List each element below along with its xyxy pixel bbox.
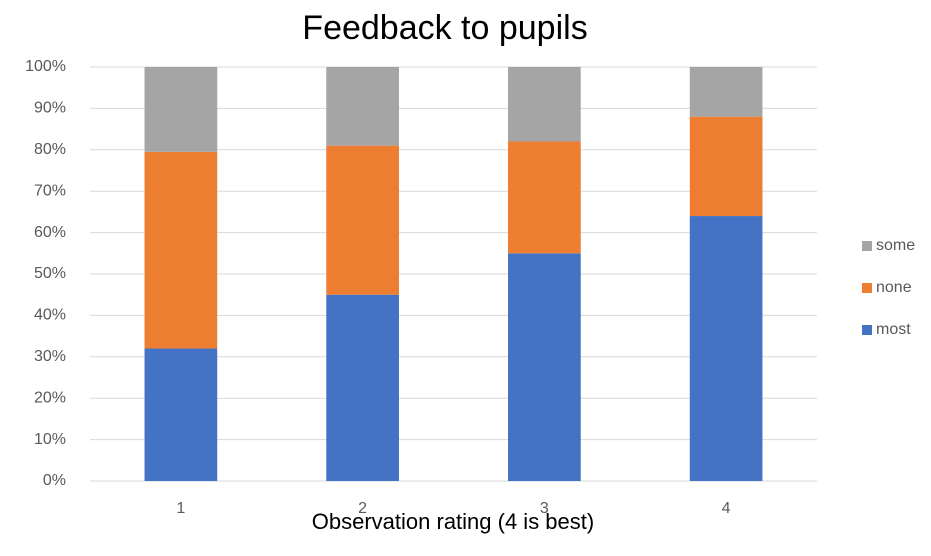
legend-swatch (862, 241, 872, 251)
y-tick-label: 100% (25, 58, 66, 75)
y-tick-label: 40% (34, 307, 66, 324)
y-tick-label: 50% (34, 265, 66, 282)
bar-segment (144, 67, 218, 152)
bar-segment (689, 116, 763, 217)
y-tick-label: 10% (34, 431, 66, 448)
x-axis-title: Observation rating (4 is best) (312, 509, 594, 534)
bar-segment (326, 294, 399, 481)
legend-label: some (876, 237, 915, 254)
bar-segment (326, 67, 399, 146)
x-tick-label: 4 (722, 500, 731, 517)
y-tick-label: 80% (34, 141, 66, 158)
y-tick-label: 70% (34, 182, 66, 199)
bar-segment (508, 253, 581, 481)
x-tick-label: 2 (358, 500, 367, 517)
y-tick-label: 20% (34, 389, 66, 406)
x-tick-label: 1 (176, 500, 185, 517)
chart-title: Feedback to pupils (302, 9, 587, 47)
legend-swatch (862, 325, 872, 335)
bar-segment (689, 67, 763, 117)
legend-label: most (876, 321, 911, 338)
y-tick-label: 0% (43, 472, 66, 489)
legend-swatch (862, 283, 872, 293)
y-tick-label: 30% (34, 348, 66, 365)
bar-segment (689, 216, 763, 482)
bar-segment (508, 67, 581, 142)
bar-segment (144, 151, 218, 349)
bar-segment (508, 141, 581, 254)
x-tick-label: 3 (540, 500, 549, 517)
bar-segment (144, 348, 218, 481)
y-tick-label: 90% (34, 100, 66, 117)
bar-segment (326, 145, 399, 295)
legend-label: none (876, 279, 912, 296)
y-tick-label: 60% (34, 224, 66, 241)
